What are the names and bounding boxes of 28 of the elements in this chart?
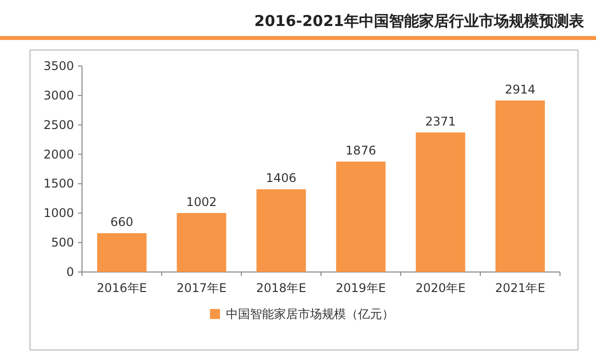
bar <box>336 162 386 272</box>
bar <box>256 189 306 272</box>
y-tick-label: 1500 <box>43 176 74 191</box>
y-tick-label: 3500 <box>43 59 74 73</box>
x-tick-label: 2020年E <box>415 281 466 295</box>
data-label: 1876 <box>346 144 376 158</box>
data-label: 1406 <box>266 171 296 186</box>
x-tick-label: 2021年E <box>495 281 546 295</box>
legend: 中国智能家居市场规模（亿元） <box>210 307 394 321</box>
data-label: 1002 <box>186 195 217 210</box>
bar <box>495 100 545 272</box>
data-label: 2914 <box>504 82 536 96</box>
y-tick-label: 3000 <box>43 88 74 102</box>
x-tick-label: 2019年E <box>336 281 386 295</box>
chart-title: 2016-2021年中国智能家居行业市场规模预测表 <box>254 12 585 30</box>
x-tick-label: 2017年E <box>176 281 227 295</box>
bar <box>416 132 466 272</box>
y-tick-label: 500 <box>51 236 74 250</box>
x-tick-label: 2016年E <box>96 281 147 295</box>
bar <box>97 233 147 272</box>
y-tick-label: 0 <box>66 265 74 279</box>
x-tick-label: 2018年E <box>256 281 306 295</box>
data-label: 660 <box>110 215 134 230</box>
data-label: 2371 <box>425 114 456 128</box>
bar <box>176 213 226 272</box>
y-tick-label: 2000 <box>43 147 74 162</box>
y-tick-label: 2500 <box>43 118 74 132</box>
y-tick-label: 1000 <box>43 206 74 220</box>
